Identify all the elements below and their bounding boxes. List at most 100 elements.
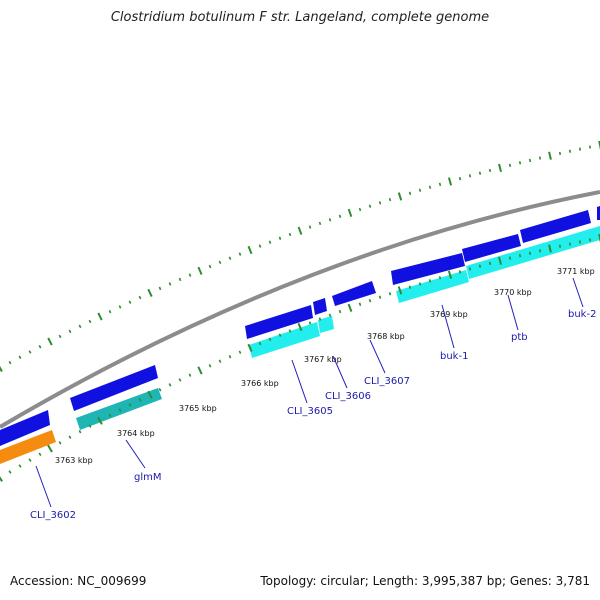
gene-cds-forward[interactable] <box>245 305 313 339</box>
minor-tick <box>18 355 22 359</box>
gene-cds-forward[interactable] <box>70 365 158 411</box>
major-tick <box>147 390 153 399</box>
scale-label: 3767 kbp <box>304 355 342 364</box>
minor-tick <box>58 334 62 339</box>
minor-tick <box>278 333 282 337</box>
minor-tick <box>118 408 122 412</box>
major-tick <box>47 337 53 346</box>
gene-label-cli-3607[interactable]: CLI_3607 <box>364 376 410 387</box>
major-tick <box>197 266 203 275</box>
gene-label-ptb[interactable]: ptb <box>511 332 528 343</box>
gene-cds-forward[interactable] <box>520 210 591 243</box>
minor-tick <box>238 350 242 354</box>
minor-tick <box>368 299 372 303</box>
major-tick <box>498 256 502 265</box>
minor-tick <box>318 317 322 321</box>
minor-tick <box>168 282 172 286</box>
scale-label: 3763 kbp <box>55 456 93 465</box>
minor-tick <box>158 388 162 392</box>
gene-reverse[interactable] <box>318 316 334 333</box>
inner-tick-ring <box>0 233 600 482</box>
gene-label-cli-3605[interactable]: CLI_3605 <box>287 406 333 417</box>
minor-tick <box>378 295 382 299</box>
minor-tick <box>488 261 492 266</box>
gene-cds-forward[interactable] <box>313 298 327 315</box>
gene-label-cli-3606[interactable]: CLI_3606 <box>325 391 371 402</box>
minor-tick <box>588 145 592 149</box>
minor-tick <box>158 286 162 291</box>
minor-tick <box>78 324 82 329</box>
minor-tick <box>138 295 142 300</box>
minor-tick <box>238 252 242 256</box>
minor-tick <box>178 277 182 282</box>
minor-tick <box>278 236 282 240</box>
minor-tick <box>338 214 342 219</box>
minor-tick <box>208 364 212 368</box>
minor-tick <box>58 441 62 445</box>
major-tick <box>197 366 203 375</box>
major-tick <box>447 177 453 186</box>
gene-highlighted[interactable] <box>0 430 56 464</box>
major-tick <box>397 286 403 295</box>
minor-tick <box>228 354 232 359</box>
minor-tick <box>538 249 542 253</box>
minor-tick <box>228 256 232 260</box>
minor-tick <box>168 383 172 387</box>
gene-cds-forward[interactable] <box>462 234 521 262</box>
minor-tick <box>418 188 422 192</box>
minor-tick <box>288 232 292 237</box>
gene-cds-forward[interactable] <box>597 206 600 220</box>
minor-tick <box>218 260 222 265</box>
minor-tick <box>508 163 512 168</box>
major-tick <box>97 312 103 321</box>
major-tick <box>297 226 303 235</box>
major-tick <box>147 288 153 298</box>
gene-cds-forward[interactable] <box>391 253 465 285</box>
gene-label-cli-3602[interactable]: CLI_3602 <box>30 510 76 521</box>
major-tick <box>498 163 502 172</box>
minor-tick <box>108 309 112 314</box>
gene-reverse[interactable] <box>249 322 320 358</box>
major-tick <box>0 476 3 482</box>
gene-label-glmm[interactable]: glmM <box>134 472 162 483</box>
minor-tick <box>438 276 442 280</box>
minor-tick <box>38 345 42 349</box>
minor-tick <box>318 221 322 226</box>
gene-cds-forward[interactable] <box>0 410 50 446</box>
minor-tick <box>558 151 562 156</box>
minor-tick <box>418 282 422 286</box>
scale-labels: 3763 kbp 3764 kbp 3765 kbp 3766 kbp 3767… <box>55 267 595 465</box>
minor-tick <box>388 292 392 296</box>
genome-backbone <box>0 190 600 429</box>
minor-tick <box>258 341 262 346</box>
minor-tick <box>508 256 512 260</box>
minor-tick <box>268 240 272 244</box>
minor-tick <box>118 305 122 309</box>
gene-cds-forward[interactable] <box>332 281 376 306</box>
minor-tick <box>218 359 222 363</box>
major-tick <box>347 303 353 312</box>
gene-reverse[interactable] <box>466 226 600 279</box>
minor-tick <box>78 430 82 434</box>
gene-label-buk-2[interactable]: buk-2 <box>568 309 596 320</box>
gene-label-buk-1[interactable]: buk-1 <box>440 351 468 362</box>
minor-tick <box>358 207 362 212</box>
minor-tick <box>88 319 92 324</box>
minor-tick <box>358 302 362 306</box>
minor-tick <box>18 464 22 468</box>
minor-tick <box>408 191 412 196</box>
minor-tick <box>578 240 582 244</box>
major-tick <box>347 208 353 218</box>
scale-label: 3768 kbp <box>367 332 405 341</box>
minor-tick <box>128 300 132 304</box>
major-tick <box>297 322 303 332</box>
minor-tick <box>308 321 312 325</box>
scale-label: 3765 kbp <box>179 404 217 413</box>
major-tick <box>247 343 253 352</box>
minor-tick <box>438 182 442 187</box>
minor-tick <box>88 424 92 428</box>
minor-tick <box>458 270 462 274</box>
minor-tick <box>528 251 532 255</box>
major-tick <box>397 192 403 201</box>
